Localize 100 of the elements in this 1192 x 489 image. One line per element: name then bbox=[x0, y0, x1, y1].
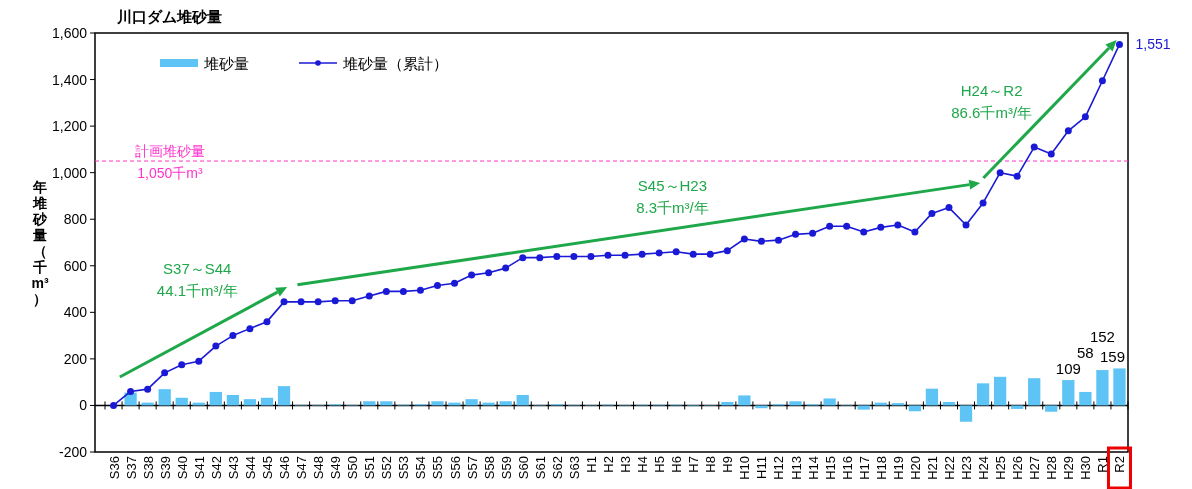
bar bbox=[755, 405, 768, 409]
x-tick-label: H23 bbox=[959, 456, 975, 480]
x-tick-label: H24 bbox=[976, 456, 992, 480]
bar bbox=[363, 401, 376, 406]
point bbox=[792, 230, 800, 238]
x-tick-label: S55 bbox=[430, 456, 446, 480]
point bbox=[399, 287, 407, 295]
x-tick-label: H2 bbox=[600, 456, 616, 473]
bar bbox=[1045, 405, 1058, 412]
point bbox=[757, 237, 765, 245]
x-tick-label: S62 bbox=[549, 456, 565, 480]
bar bbox=[1113, 368, 1126, 406]
x-tick-label: S46 bbox=[277, 456, 293, 480]
x-tick-label: H5 bbox=[652, 456, 668, 473]
x-tick-label: H22 bbox=[941, 456, 957, 480]
point bbox=[1098, 77, 1106, 85]
point bbox=[314, 298, 322, 306]
point bbox=[485, 269, 493, 277]
x-tick-label: H18 bbox=[873, 456, 889, 480]
bar bbox=[158, 389, 171, 406]
y-tick-label: 1,400 bbox=[51, 71, 88, 88]
bar bbox=[226, 394, 240, 406]
point bbox=[911, 228, 919, 236]
x-tick-label: H12 bbox=[771, 456, 787, 480]
x-tick-label: R2 bbox=[1112, 456, 1128, 473]
y-tick-label: 200 bbox=[63, 350, 88, 367]
x-tick-label: S48 bbox=[311, 456, 327, 480]
legend-label: 堆砂量（累計） bbox=[342, 55, 448, 72]
x-tick-label: H6 bbox=[669, 456, 685, 473]
point bbox=[416, 286, 424, 294]
x-tick-label: S63 bbox=[566, 456, 582, 480]
x-tick-label: H8 bbox=[703, 456, 719, 473]
x-tick-label: H4 bbox=[635, 456, 651, 473]
point bbox=[723, 247, 731, 255]
point bbox=[570, 252, 578, 260]
x-tick-label: S39 bbox=[157, 456, 173, 480]
point bbox=[809, 229, 817, 237]
x-tick-label: S38 bbox=[140, 456, 156, 480]
x-tick-label: H7 bbox=[686, 456, 702, 473]
point bbox=[1115, 40, 1123, 48]
point bbox=[672, 248, 680, 256]
data-label: 152 bbox=[1089, 328, 1115, 346]
legend-label: 堆砂量 bbox=[203, 55, 249, 72]
point bbox=[382, 287, 390, 295]
point bbox=[178, 361, 186, 369]
x-tick-label: H9 bbox=[720, 456, 736, 473]
bar bbox=[380, 401, 393, 406]
x-tick-label: H17 bbox=[856, 456, 872, 480]
x-tick-label: S36 bbox=[106, 456, 122, 480]
point bbox=[519, 254, 527, 262]
bar bbox=[465, 399, 478, 406]
bar bbox=[925, 388, 939, 406]
point bbox=[536, 254, 544, 262]
x-tick-label: H14 bbox=[805, 456, 821, 480]
x-tick-label: S59 bbox=[498, 456, 514, 480]
x-tick-label: H20 bbox=[907, 456, 923, 480]
ref-line-label: 計画堆砂量 1,050千m³ bbox=[135, 143, 205, 182]
point bbox=[348, 297, 356, 305]
x-tick-label: H29 bbox=[1061, 456, 1077, 480]
x-tick-label: S58 bbox=[481, 456, 497, 480]
bar bbox=[243, 399, 257, 406]
point bbox=[621, 251, 629, 259]
point bbox=[894, 221, 902, 229]
x-tick-label: S50 bbox=[345, 456, 361, 480]
point bbox=[843, 222, 851, 230]
x-tick-label: S41 bbox=[191, 456, 207, 480]
x-tick-label: S52 bbox=[379, 456, 395, 480]
annotation: S45～H23 8.3千m³/年 bbox=[636, 176, 709, 216]
x-tick-label: S37 bbox=[123, 456, 139, 480]
x-tick-label: H11 bbox=[754, 456, 770, 479]
data-label: 159 bbox=[1099, 348, 1125, 366]
x-tick-label: H16 bbox=[839, 456, 855, 480]
bar bbox=[857, 405, 870, 410]
point bbox=[638, 250, 646, 258]
data-label: 1,551 bbox=[1135, 36, 1171, 53]
point bbox=[161, 369, 169, 377]
bar bbox=[1062, 380, 1075, 406]
x-tick-label: S43 bbox=[225, 456, 241, 480]
y-tick-label: 400 bbox=[63, 304, 88, 321]
point bbox=[280, 298, 288, 306]
bar bbox=[976, 383, 990, 406]
x-tick-label: H1 bbox=[583, 456, 599, 473]
x-tick-label: S42 bbox=[208, 456, 224, 480]
point bbox=[945, 204, 953, 212]
y-tick-label: 1,000 bbox=[51, 164, 88, 181]
bar bbox=[908, 405, 922, 412]
bar bbox=[1079, 391, 1092, 406]
point bbox=[144, 385, 152, 393]
x-tick-label: H28 bbox=[1044, 456, 1060, 480]
point bbox=[587, 252, 595, 260]
x-tick-label: H26 bbox=[1010, 456, 1026, 480]
bar bbox=[1011, 405, 1024, 409]
point bbox=[365, 292, 373, 300]
bar bbox=[738, 395, 751, 406]
annotation: H24～R2 86.6千m³/年 bbox=[951, 82, 1033, 122]
y-tick-label: -200 bbox=[58, 444, 88, 460]
point bbox=[1064, 127, 1072, 135]
point bbox=[774, 236, 782, 244]
point bbox=[468, 271, 476, 279]
point bbox=[502, 264, 510, 272]
